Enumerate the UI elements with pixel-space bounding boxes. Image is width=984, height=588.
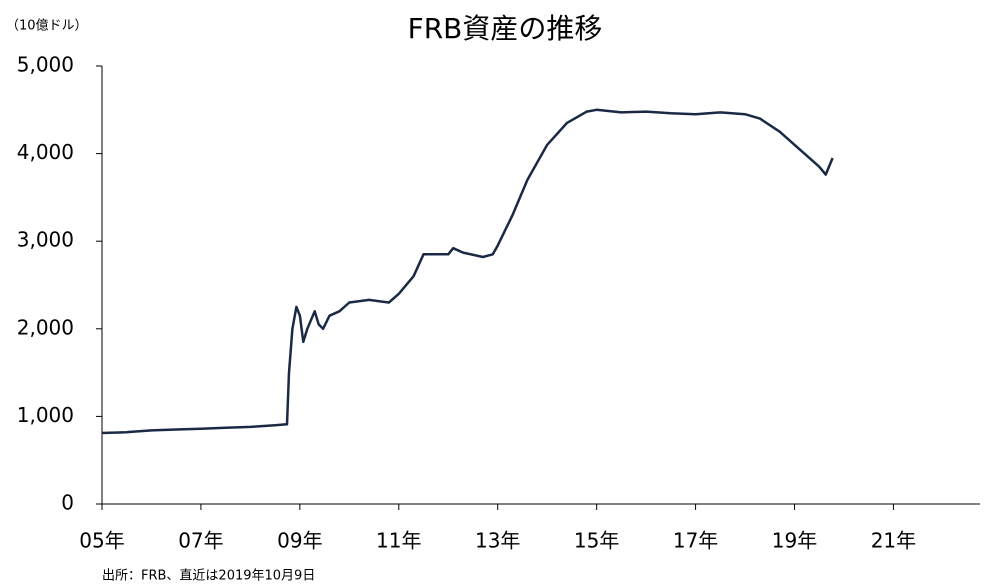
x-tick-label: 15年 [574, 529, 619, 553]
x-tick-label: 09年 [277, 529, 322, 553]
y-tick-label: 3,000 [17, 228, 74, 252]
data-line [101, 108, 834, 435]
y-tick-label: 1,000 [17, 403, 74, 427]
y-tick-label: 2,000 [17, 315, 74, 339]
y-tick-label: 4,000 [17, 140, 74, 164]
y-tick-label: 5,000 [17, 53, 74, 77]
chart-title: FRB資産の推移 [408, 12, 603, 45]
x-tick-label: 19年 [772, 529, 817, 553]
x-tick-label: 17年 [673, 529, 718, 553]
x-tick-label: 05年 [79, 529, 124, 553]
x-tick-label: 13年 [475, 529, 520, 553]
x-tick-label: 21年 [871, 529, 916, 553]
y-tick-label: 0 [61, 491, 74, 515]
x-tick-label: 11年 [376, 529, 421, 553]
x-tick-label: 07年 [178, 529, 223, 553]
y-unit-label: （10億ドル） [6, 18, 88, 34]
source-note: 出所：FRB、直近は2019年10月9日 [102, 569, 315, 584]
